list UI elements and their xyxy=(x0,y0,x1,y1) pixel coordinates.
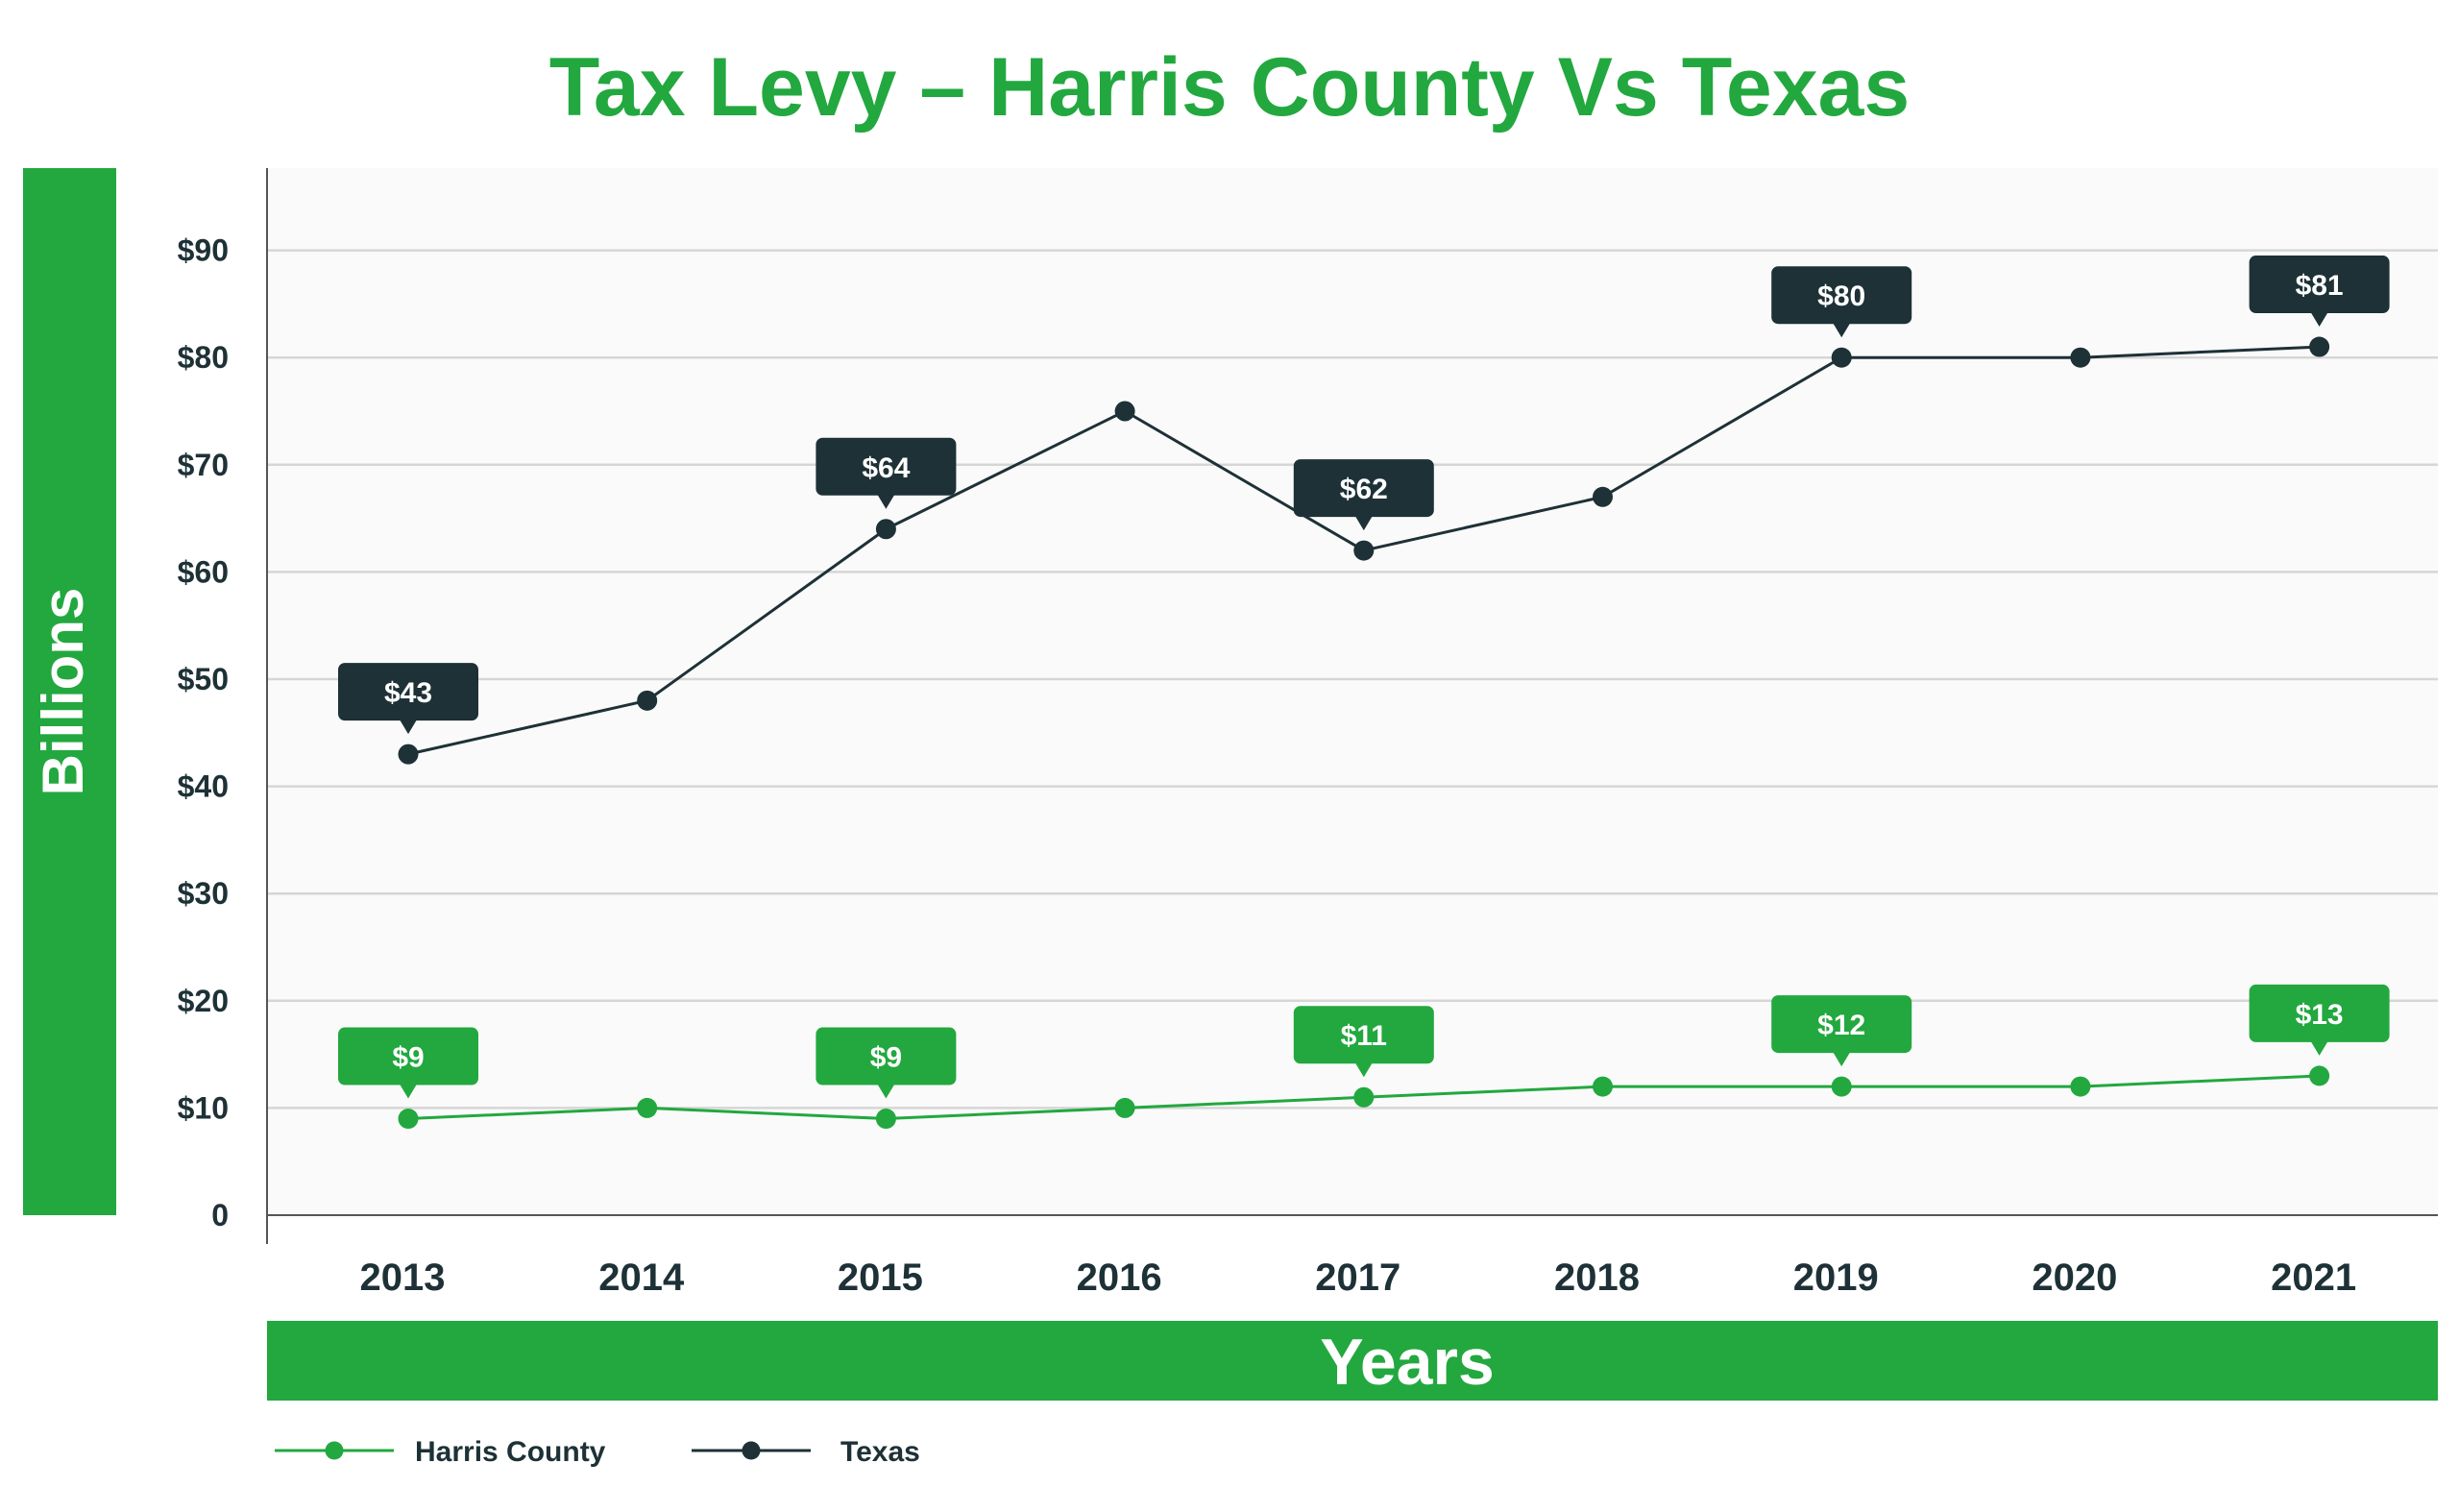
callout-pointer xyxy=(1833,323,1851,338)
callout-box xyxy=(2249,984,2390,1042)
x-tick-label: 2018 xyxy=(1554,1256,1640,1299)
x-tick-label: 2020 xyxy=(2032,1256,2117,1299)
callout-pointer xyxy=(400,1084,417,1099)
harris-county-data-point xyxy=(398,1109,419,1130)
y-tick-label: $50 xyxy=(178,662,229,696)
callout-value: $43 xyxy=(384,677,432,709)
legend-item-texas: Texas xyxy=(692,1436,920,1468)
callout-pointer xyxy=(1354,1062,1373,1078)
texas-data-point xyxy=(2070,347,2091,368)
y-tick-label: $40 xyxy=(178,769,229,804)
texas-data-label: $43 xyxy=(338,663,478,735)
texas-data-label: $81 xyxy=(2249,256,2390,328)
legend: Harris County Texas xyxy=(275,1436,920,1468)
legend-marker xyxy=(325,1441,344,1460)
texas-data-point xyxy=(1114,401,1135,422)
harris-county-data-point xyxy=(637,1097,658,1118)
harris-county-data-point xyxy=(2070,1076,2091,1097)
harris-county-data-point xyxy=(875,1109,896,1130)
callout-box xyxy=(816,1027,957,1085)
x-axis-label: Years xyxy=(1320,1326,1495,1399)
texas-data-label: $64 xyxy=(816,437,957,509)
texas-data-point xyxy=(1831,347,1852,368)
harris-county-data-point xyxy=(1831,1076,1852,1097)
callout-box xyxy=(1293,459,1434,518)
x-axis-ticks: 2013 2014 2015 2016 2017 2018 2019 2020 2021 xyxy=(360,1256,2357,1299)
texas-data-label: $62 xyxy=(1293,459,1434,531)
texas-data-point xyxy=(2309,336,2330,357)
callout-value: $9 xyxy=(392,1042,424,1074)
y-tick-label: $60 xyxy=(178,554,229,589)
callout-pointer xyxy=(877,494,895,509)
legend-marker xyxy=(742,1441,761,1460)
axes xyxy=(266,168,2438,1244)
callout-pointer xyxy=(877,1084,895,1099)
texas-data-label: $80 xyxy=(1771,266,1912,338)
y-tick-label: 0 xyxy=(211,1198,229,1232)
callout-value: $62 xyxy=(1340,474,1388,505)
grid-lines xyxy=(267,249,2438,1110)
x-tick-label: 2017 xyxy=(1315,1256,1400,1299)
y-tick-label: $80 xyxy=(178,340,229,375)
callout-value: $12 xyxy=(1817,1010,1865,1041)
harris-county-data-label: $9 xyxy=(816,1027,957,1099)
y-axis-ticks: 0 $10 $20 $30 $40 $50 $60 $70 $80 $90 xyxy=(178,233,229,1232)
legend-item-harris-county: Harris County xyxy=(275,1436,606,1468)
x-tick-label: 2015 xyxy=(838,1256,923,1299)
callout-box xyxy=(2249,256,2390,314)
texas-data-point xyxy=(398,744,419,765)
harris-county-data-point xyxy=(1114,1097,1135,1118)
callout-box xyxy=(338,1027,478,1085)
x-tick-label: 2013 xyxy=(360,1256,446,1299)
callout-group: $9 $9 $11 $12 $13 $43 $64 $62 $80 $81 xyxy=(338,256,2390,1099)
callout-pointer xyxy=(2310,1040,2328,1056)
texas-data-point xyxy=(637,690,658,711)
y-tick-label: $10 xyxy=(178,1090,229,1125)
y-axis-label: Billions xyxy=(31,588,95,796)
harris-county-data-label: $12 xyxy=(1771,995,1912,1067)
harris-county-data-point xyxy=(2309,1065,2330,1086)
harris-county-data-label: $9 xyxy=(338,1027,478,1099)
x-tick-label: 2021 xyxy=(2271,1256,2356,1299)
texas-data-point xyxy=(1593,486,1613,507)
callout-box xyxy=(338,663,478,721)
harris-county-data-label: $13 xyxy=(2249,984,2390,1056)
x-tick-label: 2019 xyxy=(1793,1256,1879,1299)
callout-value: $80 xyxy=(1817,280,1865,312)
y-axis-band xyxy=(23,168,116,1215)
callout-value: $11 xyxy=(1341,1020,1387,1052)
chart-title: Tax Levy – Harris County Vs Texas xyxy=(549,41,1910,134)
callout-box xyxy=(1771,266,1912,325)
harris-county-data-label: $11 xyxy=(1293,1006,1434,1078)
texas-data-point xyxy=(1353,540,1375,561)
x-axis-band xyxy=(267,1321,2438,1401)
callout-pointer xyxy=(400,719,417,735)
series-group xyxy=(398,336,2330,1130)
texas-data-point xyxy=(875,519,896,540)
harris-county-data-point xyxy=(1353,1086,1375,1108)
legend-label: Harris County xyxy=(415,1436,606,1468)
y-tick-label: $30 xyxy=(178,876,229,911)
y-tick-label: $70 xyxy=(178,448,229,482)
callout-box xyxy=(1293,1006,1434,1064)
legend-label: Texas xyxy=(840,1436,920,1468)
harris-county-data-point xyxy=(1593,1076,1613,1097)
callout-pointer xyxy=(1833,1052,1851,1067)
callout-pointer xyxy=(1354,516,1373,531)
callout-value: $81 xyxy=(2296,270,2344,302)
y-tick-label: $90 xyxy=(178,233,229,268)
callout-box xyxy=(816,437,957,496)
callout-box xyxy=(1771,995,1912,1054)
callout-pointer xyxy=(2310,312,2328,328)
callout-value: $9 xyxy=(870,1042,902,1074)
callout-value: $64 xyxy=(862,452,910,484)
x-tick-label: 2014 xyxy=(598,1256,685,1299)
y-tick-label: $20 xyxy=(178,984,229,1018)
callout-value: $13 xyxy=(2296,999,2344,1031)
x-tick-label: 2016 xyxy=(1077,1256,1162,1299)
